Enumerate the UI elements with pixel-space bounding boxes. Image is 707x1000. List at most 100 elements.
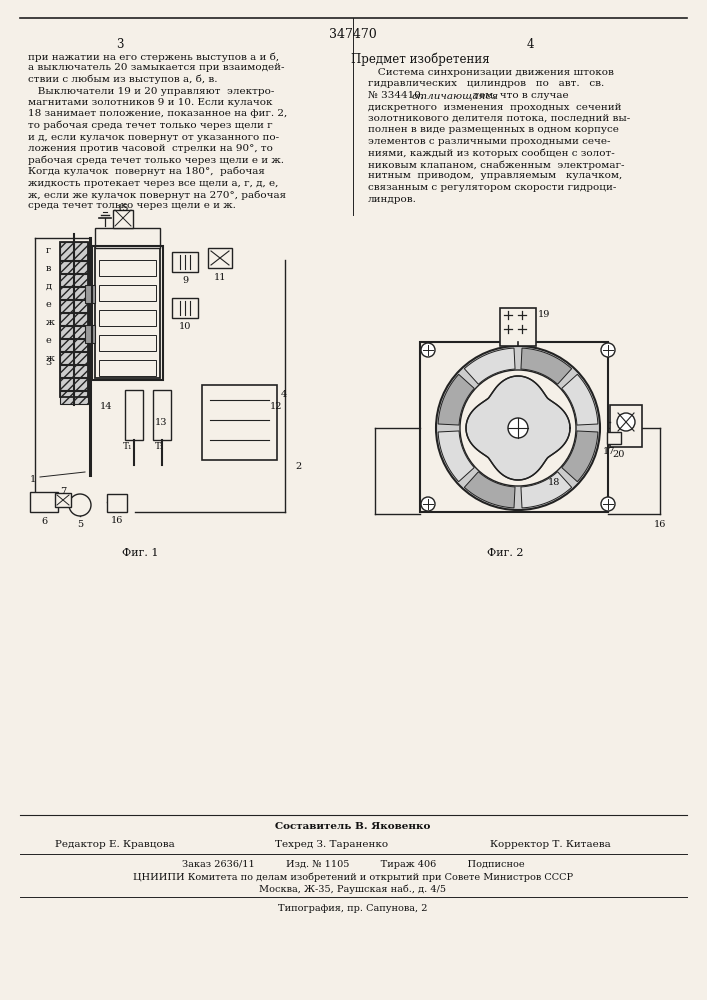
- Text: жидкость протекает через все щели а, г, д, е,: жидкость протекает через все щели а, г, …: [28, 178, 279, 188]
- Text: Составитель В. Яковенко: Составитель В. Яковенко: [275, 822, 431, 831]
- Text: T₂: T₂: [155, 442, 165, 451]
- Text: 18 занимает положение, показанное на фиг. 2,: 18 занимает положение, показанное на фиг…: [28, 109, 287, 118]
- Text: Когда кулачок  повернут на 180°,  рабочая: Когда кулачок повернут на 180°, рабочая: [28, 167, 265, 176]
- Bar: [85, 285, 95, 303]
- Text: при нажатии на его стержень выступов а и б,: при нажатии на его стержень выступов а и…: [28, 52, 279, 62]
- Text: отличающаяся: отличающаяся: [412, 91, 499, 100]
- Bar: [172, 298, 198, 318]
- Polygon shape: [464, 348, 515, 384]
- Bar: [60, 300, 88, 312]
- Text: дискретного  изменения  проходных  сечений: дискретного изменения проходных сечений: [368, 103, 621, 111]
- Circle shape: [421, 343, 435, 357]
- Text: 15: 15: [117, 204, 129, 213]
- Text: и д, если кулачок повернут от указанного по-: и д, если кулачок повернут от указанного…: [28, 132, 279, 141]
- Circle shape: [508, 418, 528, 438]
- Text: магнитами золотников 9 и 10. Если кулачок: магнитами золотников 9 и 10. Если кулачо…: [28, 98, 272, 107]
- Circle shape: [69, 494, 91, 516]
- Text: 14: 14: [100, 402, 112, 411]
- Text: Фиг. 1: Фиг. 1: [122, 548, 158, 558]
- Text: Техред З. Тараненко: Техред З. Тараненко: [275, 840, 388, 849]
- Text: 12: 12: [270, 402, 283, 411]
- Text: никовым клапаном, снабженным  электромаг-: никовым клапаном, снабженным электромаг-: [368, 160, 624, 169]
- Text: Типография, пр. Сапунова, 2: Типография, пр. Сапунова, 2: [279, 904, 428, 913]
- Bar: [113, 210, 133, 228]
- Text: № 334410,: № 334410,: [368, 91, 427, 100]
- Text: Фиг. 2: Фиг. 2: [486, 548, 523, 558]
- Text: ствии с любым из выступов а, б, в.: ствии с любым из выступов а, б, в.: [28, 75, 218, 85]
- Text: 19: 19: [538, 310, 550, 319]
- Bar: [55, 493, 71, 507]
- Text: 4: 4: [526, 38, 534, 51]
- Text: рабочая среда течет только через щели е и ж.: рабочая среда течет только через щели е …: [28, 155, 284, 165]
- Bar: [99, 335, 156, 351]
- Text: 6: 6: [41, 517, 47, 526]
- Text: 3: 3: [116, 38, 124, 51]
- Bar: [610, 405, 642, 447]
- Polygon shape: [466, 376, 570, 480]
- Text: г: г: [46, 246, 51, 255]
- Bar: [92, 246, 163, 380]
- Bar: [60, 365, 88, 377]
- Text: 347470: 347470: [329, 28, 377, 41]
- Bar: [85, 325, 95, 343]
- Polygon shape: [438, 431, 474, 482]
- Text: 2: 2: [295, 462, 301, 471]
- Text: Заказ 2636/11          Изд. № 1105          Тираж 406          Подписное: Заказ 2636/11 Изд. № 1105 Тираж 406 Подп…: [182, 860, 525, 869]
- Text: Редактор Е. Кравцова: Редактор Е. Кравцова: [55, 840, 175, 849]
- Circle shape: [601, 343, 615, 357]
- Text: 8: 8: [468, 436, 474, 445]
- Bar: [500, 308, 536, 346]
- Circle shape: [436, 346, 600, 510]
- Bar: [60, 391, 88, 404]
- Text: среда течет только через щели е и ж.: среда течет только через щели е и ж.: [28, 202, 236, 211]
- Text: 5: 5: [77, 520, 83, 529]
- Text: а: а: [518, 406, 524, 415]
- Text: Выключатели 19 и 20 управляют  электро-: Выключатели 19 и 20 управляют электро-: [28, 87, 274, 96]
- Text: то рабочая среда течет только через щели г: то рабочая среда течет только через щели…: [28, 121, 273, 130]
- Text: 13: 13: [155, 418, 168, 427]
- Text: тем, что в случае: тем, что в случае: [470, 91, 568, 100]
- Bar: [95, 248, 160, 378]
- Bar: [30, 492, 58, 512]
- Bar: [208, 248, 232, 268]
- Bar: [60, 261, 88, 273]
- Bar: [172, 252, 198, 272]
- Text: элементов с различными проходными сече-: элементов с различными проходными сече-: [368, 137, 611, 146]
- Polygon shape: [521, 472, 572, 508]
- Bar: [60, 352, 88, 364]
- Text: 16: 16: [111, 516, 123, 525]
- Text: Корректор Т. Китаева: Корректор Т. Китаева: [490, 840, 611, 849]
- Bar: [60, 378, 88, 390]
- Text: Москва, Ж-35, Раушская наб., д. 4/5: Москва, Ж-35, Раушская наб., д. 4/5: [259, 884, 447, 894]
- Text: нитным  приводом,  управляемым   кулачком,: нитным приводом, управляемым кулачком,: [368, 172, 622, 180]
- Text: 7: 7: [60, 487, 66, 496]
- Bar: [95, 228, 160, 248]
- Bar: [99, 360, 156, 376]
- Text: золотникового делителя потока, последний вы-: золотникового делителя потока, последний…: [368, 114, 630, 123]
- Circle shape: [601, 497, 615, 511]
- Text: ложения против часовой  стрелки на 90°, то: ложения против часовой стрелки на 90°, т…: [28, 144, 273, 153]
- Circle shape: [421, 497, 435, 511]
- Text: а выключатель 20 замыкается при взаимодей-: а выключатель 20 замыкается при взаимоде…: [28, 64, 284, 73]
- Bar: [125, 390, 143, 440]
- Text: д: д: [46, 282, 52, 291]
- Bar: [99, 260, 156, 276]
- Bar: [60, 242, 88, 397]
- Polygon shape: [562, 431, 598, 482]
- Bar: [60, 274, 88, 286]
- Text: 20: 20: [612, 450, 624, 459]
- Bar: [202, 385, 277, 460]
- Polygon shape: [438, 374, 474, 425]
- Text: гидравлических   цилиндров   по   авт.   св.: гидравлических цилиндров по авт. св.: [368, 80, 604, 89]
- Text: 16: 16: [654, 520, 666, 529]
- Text: ЦНИИПИ Комитета по делам изобретений и открытий при Совете Министров СССР: ЦНИИПИ Комитета по делам изобретений и о…: [133, 872, 573, 882]
- Text: Предмет изобретения: Предмет изобретения: [351, 52, 489, 66]
- Text: 3: 3: [45, 358, 51, 367]
- Text: связанным с регулятором скорости гидроци-: связанным с регулятором скорости гидроци…: [368, 183, 617, 192]
- Polygon shape: [562, 374, 598, 425]
- Text: е: е: [46, 300, 52, 309]
- Text: е: е: [46, 336, 52, 345]
- Text: ж, если же кулачок повернут на 270°, рабочая: ж, если же кулачок повернут на 270°, раб…: [28, 190, 286, 200]
- Text: б: б: [546, 436, 552, 445]
- Text: 18: 18: [548, 478, 561, 487]
